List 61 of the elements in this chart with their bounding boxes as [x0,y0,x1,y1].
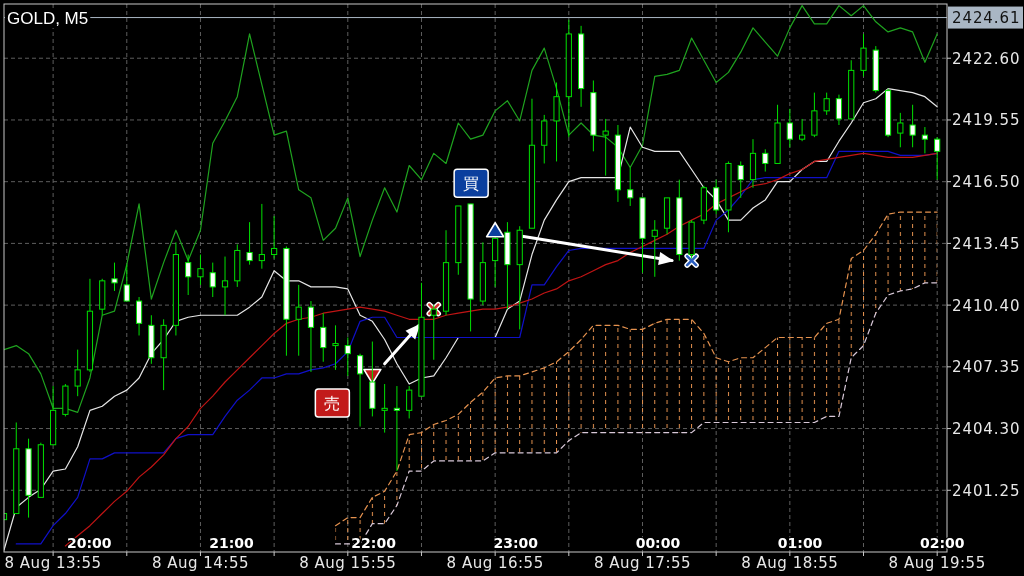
candlestick [823,92,830,116]
x-tick-label: 8 Aug 16:55 [446,554,544,572]
candlestick [786,108,793,148]
candlestick [111,262,118,292]
x2-tick-label: 20:00 [67,535,112,551]
y-tick-label: 2401.25 [952,481,1021,500]
y-tick-label: 2416.50 [952,173,1021,192]
candlestick [271,215,278,260]
candlestick [762,148,769,173]
text: 買 [463,174,480,194]
candlestick [258,203,265,270]
x2-tick-label: 00:00 [635,535,681,551]
candlestick [921,126,928,154]
candlestick [602,118,609,177]
candlestick [799,118,806,142]
x2-tick-label: 21:00 [209,535,254,551]
candlestick [860,33,867,77]
candlestick [835,94,843,126]
candlestick [209,262,216,298]
x-tick-label: 8 Aug 14:55 [151,554,250,572]
candlestick [737,160,744,199]
candlestick [295,284,302,357]
candlestick [344,336,351,377]
candlestick [307,300,315,373]
candlestick [221,256,229,316]
y-tick-label: 2407.35 [952,358,1021,377]
candlestick [332,324,339,371]
x-tick-label: 8 Aug 15:55 [299,554,397,572]
candlestick [627,167,634,207]
x2-tick-label: 02:00 [919,535,965,551]
candlestick [74,349,81,397]
y-tick-label: 2413.45 [952,234,1021,253]
candlestick [197,254,204,286]
candlestick [406,385,413,419]
x2-tick-label: 01:00 [777,535,823,551]
y-tick-label: 2410.40 [952,296,1021,315]
y-tick-label: 2404.30 [952,420,1021,439]
candlestick [246,221,253,266]
ref-line-label: 2424.61 [952,9,1021,28]
candlestick [934,136,941,181]
x-tick-label: 8 Aug 13:55 [4,554,102,572]
candlestick [185,254,192,296]
line-series [4,5,938,413]
candlestick [393,385,401,472]
candlestick [135,296,143,336]
x2-tick-label: 23:00 [493,535,539,551]
candlestick [897,112,904,148]
candlestick [909,104,916,148]
chart-title: GOLD, M5 [7,9,89,28]
candlestick [492,237,499,288]
y-tick-label: 2419.55 [952,111,1021,130]
x2-tick-label: 22:00 [351,535,397,551]
x-tick-label: 8 Aug 17:55 [593,554,692,572]
y-tick-label: 2422.60 [952,49,1021,68]
text: 売 [324,393,341,413]
candlestick [320,312,327,363]
candlestick [713,179,720,215]
x-tick-label: 8 Aug 18:55 [741,554,839,572]
candlestick [381,383,388,434]
x-tick-label: 8 Aug 19:55 [888,554,986,572]
candlestick [123,264,130,302]
